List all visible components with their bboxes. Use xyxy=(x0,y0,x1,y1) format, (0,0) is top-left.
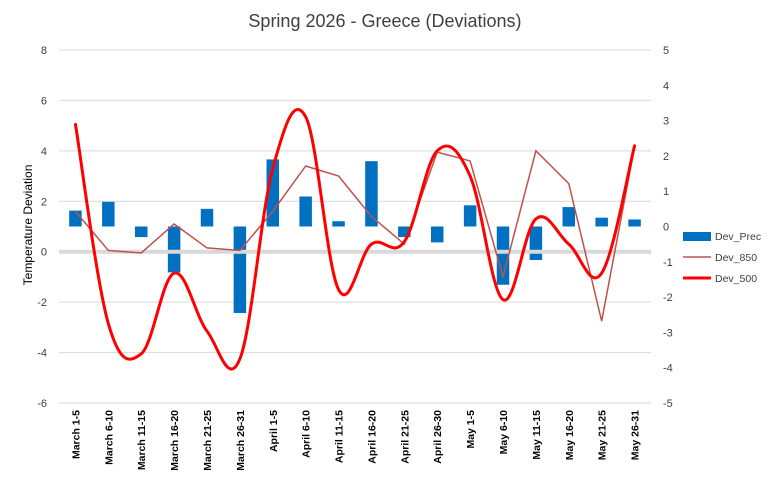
lines xyxy=(73,108,637,371)
x-category-label: April 1-5 xyxy=(268,410,280,452)
y2-axis-ticks: -5 -4 -3 -2 -1 0 1 2 3 4 5 xyxy=(663,45,673,410)
dev-prec-bar xyxy=(595,217,608,227)
y2-tick-label: 4 xyxy=(663,80,669,92)
dev-prec-bar xyxy=(233,226,247,313)
x-category-label: March 21-25 xyxy=(202,410,214,471)
legend-label-dev-850: Dev_850 xyxy=(715,252,757,264)
x-axis-ticks: March 1-5 March 6-10 March 11-15 March 16-2… xyxy=(70,410,641,471)
y2-tick-label: -2 xyxy=(663,292,673,304)
dev-prec-bar xyxy=(102,201,115,227)
x-category-label: April 26-30 xyxy=(432,410,444,464)
dev-500-line xyxy=(73,108,637,371)
dev-prec-bar xyxy=(167,226,181,273)
dev-prec-bar xyxy=(365,161,378,227)
y2-tick-label: -3 xyxy=(663,327,673,339)
dev-prec-bar xyxy=(69,210,82,227)
dev-850-line xyxy=(74,146,636,322)
legend: Dev_Prec Dev_850 Dev_500 xyxy=(683,231,761,285)
y-axis-title: Temperature Deviation xyxy=(21,165,35,286)
dev-prec-bar xyxy=(496,226,510,285)
dev-prec-bars xyxy=(69,159,641,313)
legend-swatch-dev-prec xyxy=(683,232,711,241)
x-category-label: May 1-5 xyxy=(465,410,477,449)
x-category-label: March 26-31 xyxy=(235,410,247,471)
x-category-label: March 1-5 xyxy=(70,410,82,459)
x-category-label: May 11-15 xyxy=(531,410,543,460)
dev-prec-bar xyxy=(200,208,214,227)
dev-prec-bar xyxy=(628,219,641,227)
x-category-label: April 11-15 xyxy=(334,410,346,463)
legend-label-dev-prec: Dev_Prec xyxy=(715,231,761,243)
x-category-label: May 26-31 xyxy=(630,410,642,460)
y2-tick-label: 1 xyxy=(663,186,669,198)
dev-prec-bar xyxy=(562,207,576,227)
dev-prec-bar xyxy=(529,226,543,261)
y-tick-label: -2 xyxy=(37,297,47,309)
y-tick-label: 2 xyxy=(41,196,47,208)
y-tick-label: 0 xyxy=(41,247,47,259)
dev-prec-bar xyxy=(463,205,477,227)
y-tick-label: 8 xyxy=(41,45,47,57)
x-category-label: March 11-15 xyxy=(136,410,148,470)
x-category-label: April 6-10 xyxy=(301,410,313,458)
grid xyxy=(59,49,651,404)
dev-prec-bar xyxy=(332,221,345,227)
dev-prec-bar xyxy=(299,196,312,227)
y-tick-label: -6 xyxy=(37,398,47,410)
x-category-label: April 16-20 xyxy=(366,410,378,464)
legend-label-dev-500: Dev_500 xyxy=(715,273,757,285)
y2-tick-label: -5 xyxy=(663,398,673,410)
x-category-label: April 21-25 xyxy=(399,410,411,464)
x-category-label: May 16-20 xyxy=(564,410,576,460)
y2-tick-label: 0 xyxy=(663,222,669,234)
chart-title: Spring 2026 - Greece (Deviations) xyxy=(248,11,521,31)
dev-prec-bar xyxy=(134,226,148,238)
y2-tick-label: 5 xyxy=(663,45,669,57)
x-category-label: March 6-10 xyxy=(103,410,115,465)
dev-prec-bar xyxy=(398,226,411,238)
y-axis-ticks: -6 -4 -2 0 2 4 6 8 xyxy=(37,45,47,410)
y2-tick-label: 3 xyxy=(663,116,669,128)
x-category-label: May 6-10 xyxy=(498,410,510,455)
dev-prec-bar xyxy=(430,226,444,243)
x-category-label: March 16-20 xyxy=(169,410,181,471)
x-category-label: May 21-25 xyxy=(597,410,609,460)
y-tick-label: 4 xyxy=(41,146,47,158)
y2-tick-label: 2 xyxy=(663,151,669,163)
y-tick-label: -4 xyxy=(37,348,47,360)
y-tick-label: 6 xyxy=(41,95,47,107)
y2-tick-label: -1 xyxy=(663,257,673,269)
y2-tick-label: -4 xyxy=(663,363,673,375)
